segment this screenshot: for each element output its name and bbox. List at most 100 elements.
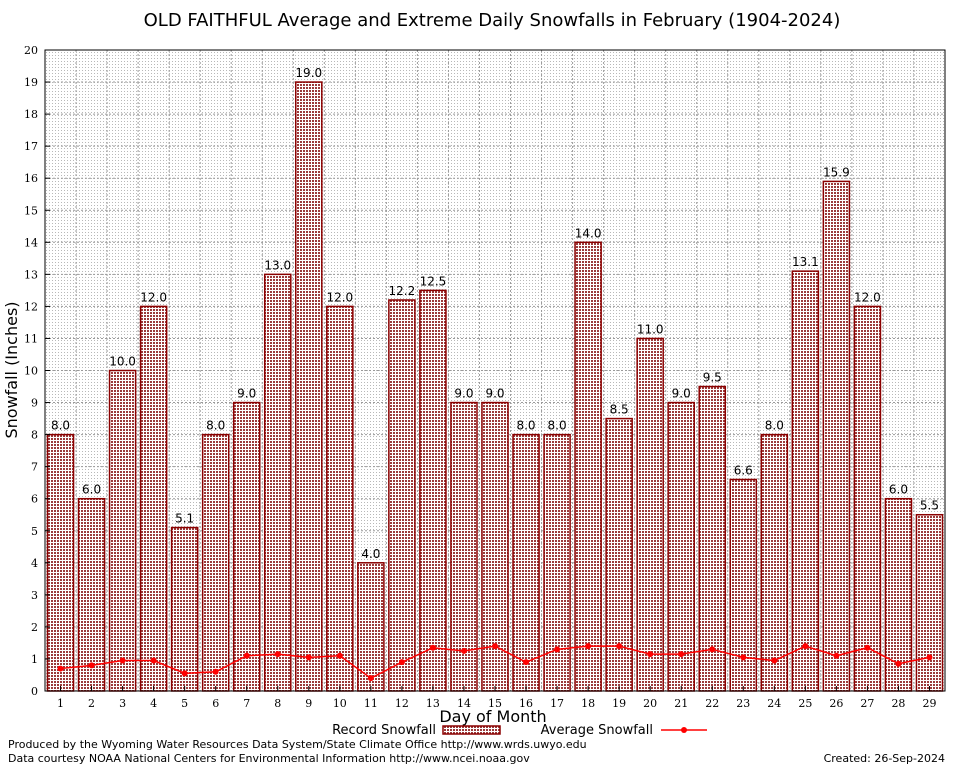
average-point bbox=[492, 643, 498, 650]
record-bar bbox=[232, 401, 261, 692]
record-bar bbox=[201, 433, 230, 692]
y-tick-label: 9 bbox=[31, 397, 38, 410]
x-tick-label: 13 bbox=[426, 697, 440, 710]
x-tick-label: 4 bbox=[150, 697, 157, 710]
record-data-label: 11.0 bbox=[637, 322, 664, 336]
record-bar bbox=[388, 299, 416, 692]
record-data-label: 13.0 bbox=[264, 258, 291, 272]
footer-created: Created: 26-Sep-2024 bbox=[824, 752, 945, 765]
y-tick-label: 12 bbox=[24, 300, 38, 313]
average-point bbox=[771, 657, 778, 664]
record-bar bbox=[605, 417, 633, 692]
record-data-label: 5.1 bbox=[175, 512, 194, 526]
average-point bbox=[119, 657, 126, 664]
record-data-label: 14.0 bbox=[575, 226, 602, 240]
x-tick-label: 25 bbox=[798, 697, 812, 710]
record-bar bbox=[512, 433, 540, 692]
record-data-label: 13.1 bbox=[792, 255, 819, 269]
record-bar bbox=[791, 270, 820, 692]
legend-average-marker bbox=[681, 727, 687, 733]
footer-courtesy: Data courtesy NOAA National Centers for … bbox=[8, 752, 530, 765]
x-tick-label: 8 bbox=[274, 697, 281, 710]
y-tick-label: 10 bbox=[24, 365, 38, 378]
y-tick-label: 20 bbox=[24, 44, 38, 57]
y-tick-label: 17 bbox=[24, 140, 38, 153]
record-bar bbox=[853, 305, 882, 692]
record-bar bbox=[574, 241, 602, 692]
x-tick-label: 9 bbox=[305, 697, 312, 710]
record-data-label: 9.0 bbox=[237, 387, 256, 401]
record-data-label: 5.5 bbox=[920, 499, 939, 513]
record-data-label: 10.0 bbox=[109, 355, 136, 369]
record-bar bbox=[326, 305, 354, 692]
average-point bbox=[367, 675, 374, 682]
average-line bbox=[57, 643, 933, 682]
y-tick-label: 16 bbox=[24, 172, 38, 185]
average-point bbox=[523, 659, 530, 666]
record-data-label: 9.5 bbox=[703, 371, 722, 385]
record-data-label: 8.0 bbox=[516, 419, 535, 433]
average-point bbox=[88, 662, 95, 669]
x-axis-ticks: 1 2 3 4 5 6 7 8 9 10 11 12 13 14 15 16 17 18 19 20 21 22 23 24 2… bbox=[57, 686, 936, 710]
x-tick-label: 29 bbox=[922, 697, 936, 710]
record-bar bbox=[295, 81, 323, 692]
average-point bbox=[460, 647, 467, 654]
x-tick-label: 16 bbox=[519, 697, 533, 710]
x-tick-label: 20 bbox=[643, 697, 657, 710]
x-tick-label: 24 bbox=[767, 697, 781, 710]
record-data-label: 6.0 bbox=[889, 483, 908, 497]
legend: Record Snowfall Average Snowfall bbox=[332, 723, 707, 738]
x-tick-label: 27 bbox=[860, 697, 874, 710]
record-data-label: 19.0 bbox=[295, 66, 322, 80]
y-tick-label: 7 bbox=[31, 461, 38, 474]
record-data-label: 8.5 bbox=[610, 403, 629, 417]
y-tick-label: 11 bbox=[24, 332, 38, 345]
x-tick-label: 23 bbox=[736, 697, 750, 710]
y-tick-label: 19 bbox=[24, 76, 38, 89]
average-point bbox=[647, 651, 654, 658]
record-bar bbox=[915, 513, 944, 692]
x-tick-label: 18 bbox=[581, 697, 595, 710]
record-data-label: 9.0 bbox=[672, 387, 691, 401]
average-point bbox=[740, 654, 747, 661]
x-tick-label: 12 bbox=[395, 697, 409, 710]
x-tick-label: 21 bbox=[674, 697, 688, 710]
record-bar bbox=[357, 562, 385, 692]
average-point bbox=[678, 651, 685, 658]
average-point bbox=[554, 646, 561, 653]
y-axis-title: Snowfall (Inches) bbox=[2, 301, 21, 438]
record-data-label: 8.0 bbox=[51, 419, 70, 433]
record-bar bbox=[139, 305, 168, 692]
y-tick-label: 2 bbox=[31, 621, 38, 634]
average-point bbox=[709, 646, 716, 653]
average-point bbox=[212, 668, 219, 675]
record-data-label: 4.0 bbox=[361, 547, 380, 561]
record-bar bbox=[822, 180, 851, 692]
x-tick-label: 19 bbox=[612, 697, 626, 710]
average-point bbox=[57, 665, 64, 672]
footer-producer: Produced by the Wyoming Water Resources … bbox=[8, 738, 587, 751]
x-axis-title: Day of Month bbox=[439, 707, 546, 726]
y-tick-label: 13 bbox=[24, 268, 38, 281]
record-data-label: 8.0 bbox=[548, 419, 567, 433]
record-data-label: 15.9 bbox=[823, 165, 850, 179]
y-tick-label: 18 bbox=[24, 108, 38, 121]
x-tick-label: 26 bbox=[829, 697, 843, 710]
average-point bbox=[585, 643, 592, 650]
x-tick-label: 1 bbox=[57, 697, 64, 710]
x-tick-label: 14 bbox=[457, 697, 471, 710]
legend-record-label: Record Snowfall bbox=[332, 723, 436, 738]
x-tick-label: 3 bbox=[119, 697, 126, 710]
record-bar bbox=[419, 289, 447, 692]
x-tick-label: 6 bbox=[212, 697, 219, 710]
record-bar bbox=[698, 385, 727, 692]
average-point bbox=[398, 659, 405, 666]
y-tick-label: 1 bbox=[31, 653, 38, 666]
record-data-label: 12.5 bbox=[420, 274, 447, 288]
average-point bbox=[150, 657, 157, 664]
record-bar bbox=[77, 497, 106, 692]
record-data-label: 12.0 bbox=[326, 290, 353, 304]
